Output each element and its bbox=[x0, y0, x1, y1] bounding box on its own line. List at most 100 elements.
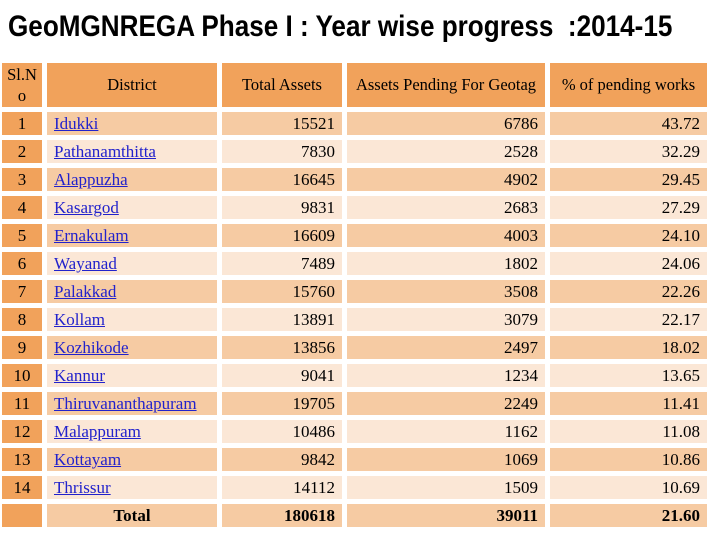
table-row: 8 Kollam 13891 3079 22.17 bbox=[2, 308, 707, 331]
pct-pending-cell: 27.29 bbox=[550, 196, 707, 219]
pending-assets-cell: 2683 bbox=[347, 196, 545, 219]
pct-pending-cell: 24.10 bbox=[550, 224, 707, 247]
pct-pending-cell: 10.69 bbox=[550, 476, 707, 499]
slno-cell: 14 bbox=[2, 476, 42, 499]
slno-cell: 13 bbox=[2, 448, 42, 471]
pct-pending-cell: 11.08 bbox=[550, 420, 707, 443]
table-row: 1 Idukki 15521 6786 43.72 bbox=[2, 112, 707, 135]
total-assets-cell: 9041 bbox=[222, 364, 342, 387]
district-progress-table: Sl.No District Total Assets Assets Pendi… bbox=[0, 58, 712, 532]
pending-assets-grand-total: 39011 bbox=[347, 504, 545, 527]
total-assets-cell: 7489 bbox=[222, 252, 342, 275]
slno-cell: 4 bbox=[2, 196, 42, 219]
pending-assets-cell: 3508 bbox=[347, 280, 545, 303]
header-row: Sl.No District Total Assets Assets Pendi… bbox=[2, 63, 707, 107]
district-cell: Pathanamthitta bbox=[47, 140, 217, 163]
pct-pending-cell: 43.72 bbox=[550, 112, 707, 135]
slno-cell: 12 bbox=[2, 420, 42, 443]
district-link[interactable]: Kasargod bbox=[54, 198, 119, 217]
district-cell: Malappuram bbox=[47, 420, 217, 443]
district-link[interactable]: Alappuzha bbox=[54, 170, 128, 189]
pending-assets-cell: 3079 bbox=[347, 308, 545, 331]
district-link[interactable]: Wayanad bbox=[54, 254, 117, 273]
district-cell: Kozhikode bbox=[47, 336, 217, 359]
total-assets-cell: 13891 bbox=[222, 308, 342, 331]
pending-assets-cell: 4902 bbox=[347, 168, 545, 191]
table-row: 2 Pathanamthitta 7830 2528 32.29 bbox=[2, 140, 707, 163]
col-header-district: District bbox=[47, 63, 217, 107]
pct-pending-cell: 32.29 bbox=[550, 140, 707, 163]
slno-cell: 10 bbox=[2, 364, 42, 387]
table-row: 13 Kottayam 9842 1069 10.86 bbox=[2, 448, 707, 471]
pending-assets-cell: 2497 bbox=[347, 336, 545, 359]
district-cell: Ernakulam bbox=[47, 224, 217, 247]
total-assets-cell: 14112 bbox=[222, 476, 342, 499]
total-assets-cell: 7830 bbox=[222, 140, 342, 163]
district-link[interactable]: Pathanamthitta bbox=[54, 142, 156, 161]
pending-assets-cell: 1802 bbox=[347, 252, 545, 275]
total-assets-cell: 9831 bbox=[222, 196, 342, 219]
total-row: Total 180618 39011 21.60 bbox=[2, 504, 707, 527]
district-link[interactable]: Thiruvananthapuram bbox=[54, 394, 197, 413]
total-assets-cell: 13856 bbox=[222, 336, 342, 359]
total-row-slno-cell bbox=[2, 504, 42, 527]
pct-pending-cell: 24.06 bbox=[550, 252, 707, 275]
pending-assets-cell: 1509 bbox=[347, 476, 545, 499]
pct-pending-cell: 10.86 bbox=[550, 448, 707, 471]
district-link[interactable]: Ernakulam bbox=[54, 226, 129, 245]
col-header-pct-pending: % of pending works bbox=[550, 63, 707, 107]
district-link[interactable]: Idukki bbox=[54, 114, 99, 133]
pct-pending-grand-total: 21.60 bbox=[550, 504, 707, 527]
total-assets-cell: 10486 bbox=[222, 420, 342, 443]
table-row: 9 Kozhikode 13856 2497 18.02 bbox=[2, 336, 707, 359]
pending-assets-cell: 1069 bbox=[347, 448, 545, 471]
pending-assets-cell: 2249 bbox=[347, 392, 545, 415]
district-link[interactable]: Kottayam bbox=[54, 450, 122, 469]
table-row: 6 Wayanad 7489 1802 24.06 bbox=[2, 252, 707, 275]
district-cell: Kasargod bbox=[47, 196, 217, 219]
slno-cell: 3 bbox=[2, 168, 42, 191]
district-link[interactable]: Kollam bbox=[54, 310, 105, 329]
district-cell: Idukki bbox=[47, 112, 217, 135]
pct-pending-cell: 11.41 bbox=[550, 392, 707, 415]
slno-cell: 6 bbox=[2, 252, 42, 275]
district-link[interactable]: Thrissur bbox=[54, 478, 111, 497]
pending-assets-cell: 4003 bbox=[347, 224, 545, 247]
pending-assets-cell: 1162 bbox=[347, 420, 545, 443]
slno-cell: 11 bbox=[2, 392, 42, 415]
district-cell: Kottayam bbox=[47, 448, 217, 471]
pct-pending-cell: 29.45 bbox=[550, 168, 707, 191]
pending-assets-cell: 6786 bbox=[347, 112, 545, 135]
district-cell: Palakkad bbox=[47, 280, 217, 303]
district-link[interactable]: Kozhikode bbox=[54, 338, 129, 357]
pending-assets-cell: 1234 bbox=[347, 364, 545, 387]
table-row: 11 Thiruvananthapuram 19705 2249 11.41 bbox=[2, 392, 707, 415]
district-cell: Thrissur bbox=[47, 476, 217, 499]
total-assets-grand-total: 180618 bbox=[222, 504, 342, 527]
pct-pending-cell: 18.02 bbox=[550, 336, 707, 359]
total-assets-cell: 16645 bbox=[222, 168, 342, 191]
table-row: 10 Kannur 9041 1234 13.65 bbox=[2, 364, 707, 387]
slno-cell: 8 bbox=[2, 308, 42, 331]
table-row: 5 Ernakulam 16609 4003 24.10 bbox=[2, 224, 707, 247]
total-assets-cell: 19705 bbox=[222, 392, 342, 415]
district-cell: Thiruvananthapuram bbox=[47, 392, 217, 415]
district-cell: Kannur bbox=[47, 364, 217, 387]
slno-cell: 1 bbox=[2, 112, 42, 135]
total-assets-cell: 15521 bbox=[222, 112, 342, 135]
table-row: 4 Kasargod 9831 2683 27.29 bbox=[2, 196, 707, 219]
district-cell: Alappuzha bbox=[47, 168, 217, 191]
total-assets-cell: 9842 bbox=[222, 448, 342, 471]
district-link[interactable]: Kannur bbox=[54, 366, 105, 385]
district-link[interactable]: Palakkad bbox=[54, 282, 117, 301]
page-title: GeoMGNREGA Phase I : Year wise progress … bbox=[8, 10, 673, 43]
district-cell: Kollam bbox=[47, 308, 217, 331]
table-row: 7 Palakkad 15760 3508 22.26 bbox=[2, 280, 707, 303]
district-cell: Wayanad bbox=[47, 252, 217, 275]
col-header-slno: Sl.No bbox=[2, 63, 42, 107]
district-link[interactable]: Malappuram bbox=[54, 422, 141, 441]
slno-cell: 2 bbox=[2, 140, 42, 163]
pct-pending-cell: 13.65 bbox=[550, 364, 707, 387]
pending-assets-cell: 2528 bbox=[347, 140, 545, 163]
slno-cell: 9 bbox=[2, 336, 42, 359]
